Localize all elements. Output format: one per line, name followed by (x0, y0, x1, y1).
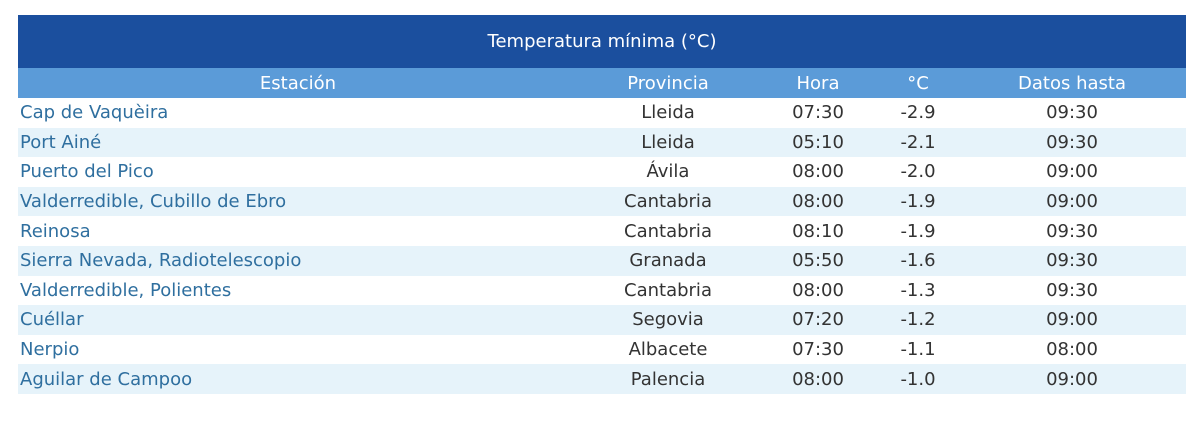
table-cell: 05:10 (758, 127, 878, 158)
column-header: Datos hasta (958, 68, 1186, 98)
table-cell: Cantabria (578, 186, 758, 217)
station-cell: Reinosa (20, 220, 91, 242)
table-cell: -1.9 (900, 220, 936, 242)
table-cell: Cantabria (624, 220, 712, 242)
table-cell: 09:00 (958, 305, 1186, 335)
table-cell: 09:00 (958, 364, 1186, 394)
table-row: Cap de Vaquèira Lleida 07:30 -2.9 09:30 (18, 98, 1186, 128)
table-row: Valderredible, Polientes Cantabria 08:00 -1… (18, 276, 1186, 306)
station-cell: Cap de Vaquèira (20, 102, 169, 124)
table-cell: -1.6 (878, 245, 958, 276)
station-cell: Sierra Nevada, Radiotelescopio (18, 245, 578, 276)
column-header: Estación (18, 68, 578, 98)
station-cell: Port Ainé (18, 127, 578, 158)
table-cell: Albacete (628, 339, 708, 361)
table-cell: 07:20 (758, 305, 878, 335)
table-cell: 09:00 (1046, 161, 1098, 183)
table-cell: 08:10 (792, 220, 844, 242)
table-cell: -2.1 (878, 127, 958, 158)
column-header: Provincia (578, 68, 758, 98)
data-table: Estación Provincia Hora °C Datos hasta Cap d… (18, 68, 1186, 394)
table-row: Nerpio Albacete 07:30 -1.1 08:00 (18, 335, 1186, 365)
station-cell: Cuéllar (18, 305, 578, 335)
table-cell: 07:30 (792, 339, 844, 361)
station-cell: Aguilar de Campoo (18, 364, 578, 394)
table-cell: Segovia (578, 305, 758, 335)
table-body: Cap de Vaquèira Lleida 07:30 -2.9 09:30 Port … (18, 98, 1186, 394)
table-cell: -1.0 (878, 364, 958, 394)
table-row: Cuéllar Segovia 07:20 -1.2 09:00 (18, 305, 1186, 335)
table-cell: -1.9 (878, 186, 958, 217)
column-header: Hora (758, 68, 878, 98)
table-cell: 09:30 (1046, 220, 1098, 242)
station-cell: Valderredible, Cubillo de Ebro (18, 186, 578, 217)
table-cell: Ávila (646, 161, 690, 183)
column-header: °C (878, 68, 958, 98)
table-cell: -1.2 (878, 305, 958, 335)
table-row: Valderredible, Cubillo de Ebro Cantabria 0… (18, 186, 1186, 217)
table-cell: Lleida (641, 102, 695, 124)
table-row: Puerto del Pico Ávila 08:00 -2.0 09:00 (18, 157, 1186, 187)
table-cell: 09:00 (958, 186, 1186, 217)
station-cell: Puerto del Pico (20, 161, 154, 183)
table-cell: Lleida (578, 127, 758, 158)
table-cell: Cantabria (624, 279, 712, 301)
table-cell: 09:30 (958, 245, 1186, 276)
table-cell: 08:00 (1046, 339, 1098, 361)
table-cell: 09:30 (1046, 279, 1098, 301)
table-cell: 08:00 (758, 186, 878, 217)
table-cell: Granada (578, 245, 758, 276)
table-row: Aguilar de Campoo Palencia 08:00 -1.0 09:00 (18, 364, 1186, 394)
table-cell: -1.3 (900, 279, 936, 301)
table-cell: 08:00 (758, 364, 878, 394)
table-cell: -2.9 (900, 102, 936, 124)
table-cell: 08:00 (792, 161, 844, 183)
table-cell: 07:30 (792, 102, 844, 124)
table-cell: 09:30 (958, 127, 1186, 158)
table-cell: 09:30 (1046, 102, 1098, 124)
station-cell: Valderredible, Polientes (20, 279, 232, 301)
header-row: Estación Provincia Hora °C Datos hasta (18, 68, 1186, 98)
table-row: Reinosa Cantabria 08:10 -1.9 09:30 (18, 216, 1186, 246)
table-cell: 08:00 (792, 279, 844, 301)
station-cell: Nerpio (20, 339, 80, 361)
table-cell: Palencia (578, 364, 758, 394)
table-cell: -2.0 (900, 161, 936, 183)
table-cell: 05:50 (758, 245, 878, 276)
table-panel: Temperatura mínima (°C) Estación Provinci… (18, 15, 1186, 394)
table-title: Temperatura mínima (°C) (18, 15, 1186, 68)
table-cell: -1.1 (900, 339, 936, 361)
table-row: Port Ainé Lleida 05:10 -2.1 09:30 (18, 127, 1186, 158)
table-row: Sierra Nevada, Radiotelescopio Granada 05:… (18, 245, 1186, 276)
